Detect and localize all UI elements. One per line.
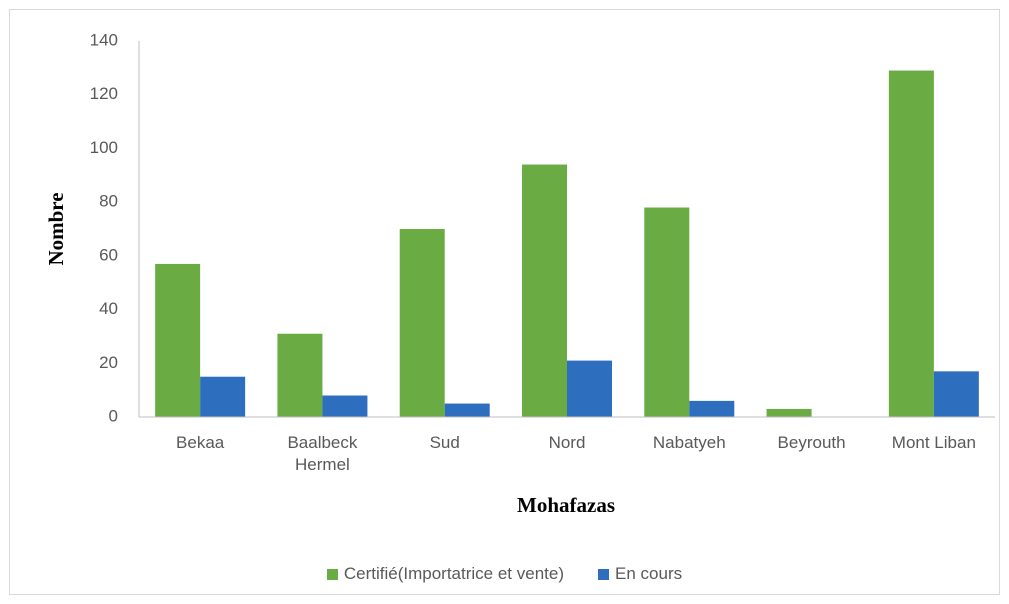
y-tick-label: 0 (109, 406, 118, 425)
y-axis-label: Nombre (44, 192, 68, 265)
bar (277, 333, 323, 417)
legend: Certifié(Importatrice et vente) En cours (0, 564, 1009, 584)
chart-border (9, 9, 1000, 595)
x-tick-label: Sud (429, 433, 460, 452)
bar (155, 263, 201, 417)
legend-item: Certifié(Importatrice et vente) (326, 564, 565, 584)
x-tick-label: Mont Liban (891, 433, 976, 452)
bar (567, 360, 612, 417)
y-tick-label: 100 (90, 138, 118, 157)
bar (399, 229, 445, 417)
bar (200, 376, 246, 417)
bar (444, 403, 490, 417)
y-tick-label: 80 (99, 192, 118, 211)
bar (766, 408, 812, 417)
x-axis-label: Mohafazas (517, 493, 615, 517)
y-tick-label: 20 (99, 353, 118, 372)
x-tick-label: Beyrouth (777, 433, 846, 452)
y-tick-label: 120 (90, 84, 118, 103)
legend-swatch (598, 568, 610, 580)
bar (888, 70, 934, 418)
y-tick-label: 60 (99, 245, 118, 264)
bar (322, 395, 368, 417)
legend-item: En cours (598, 564, 682, 584)
bar (933, 371, 979, 417)
legend-swatch (326, 568, 338, 580)
bar (522, 164, 567, 417)
bar (644, 207, 690, 417)
y-tick-label: 140 (90, 30, 118, 49)
x-tick-label: Nabatyeh (652, 433, 726, 452)
legend-label: Certifié(Importatrice et vente) (343, 564, 565, 583)
x-tick-label: Nord (548, 433, 586, 452)
x-tick-label: Bekaa (176, 433, 225, 452)
x-tick-label: Baalbeck Hermel (287, 433, 358, 474)
y-tick-label: 40 (99, 299, 118, 318)
legend-label: En cours (615, 564, 683, 583)
bar (689, 400, 735, 417)
